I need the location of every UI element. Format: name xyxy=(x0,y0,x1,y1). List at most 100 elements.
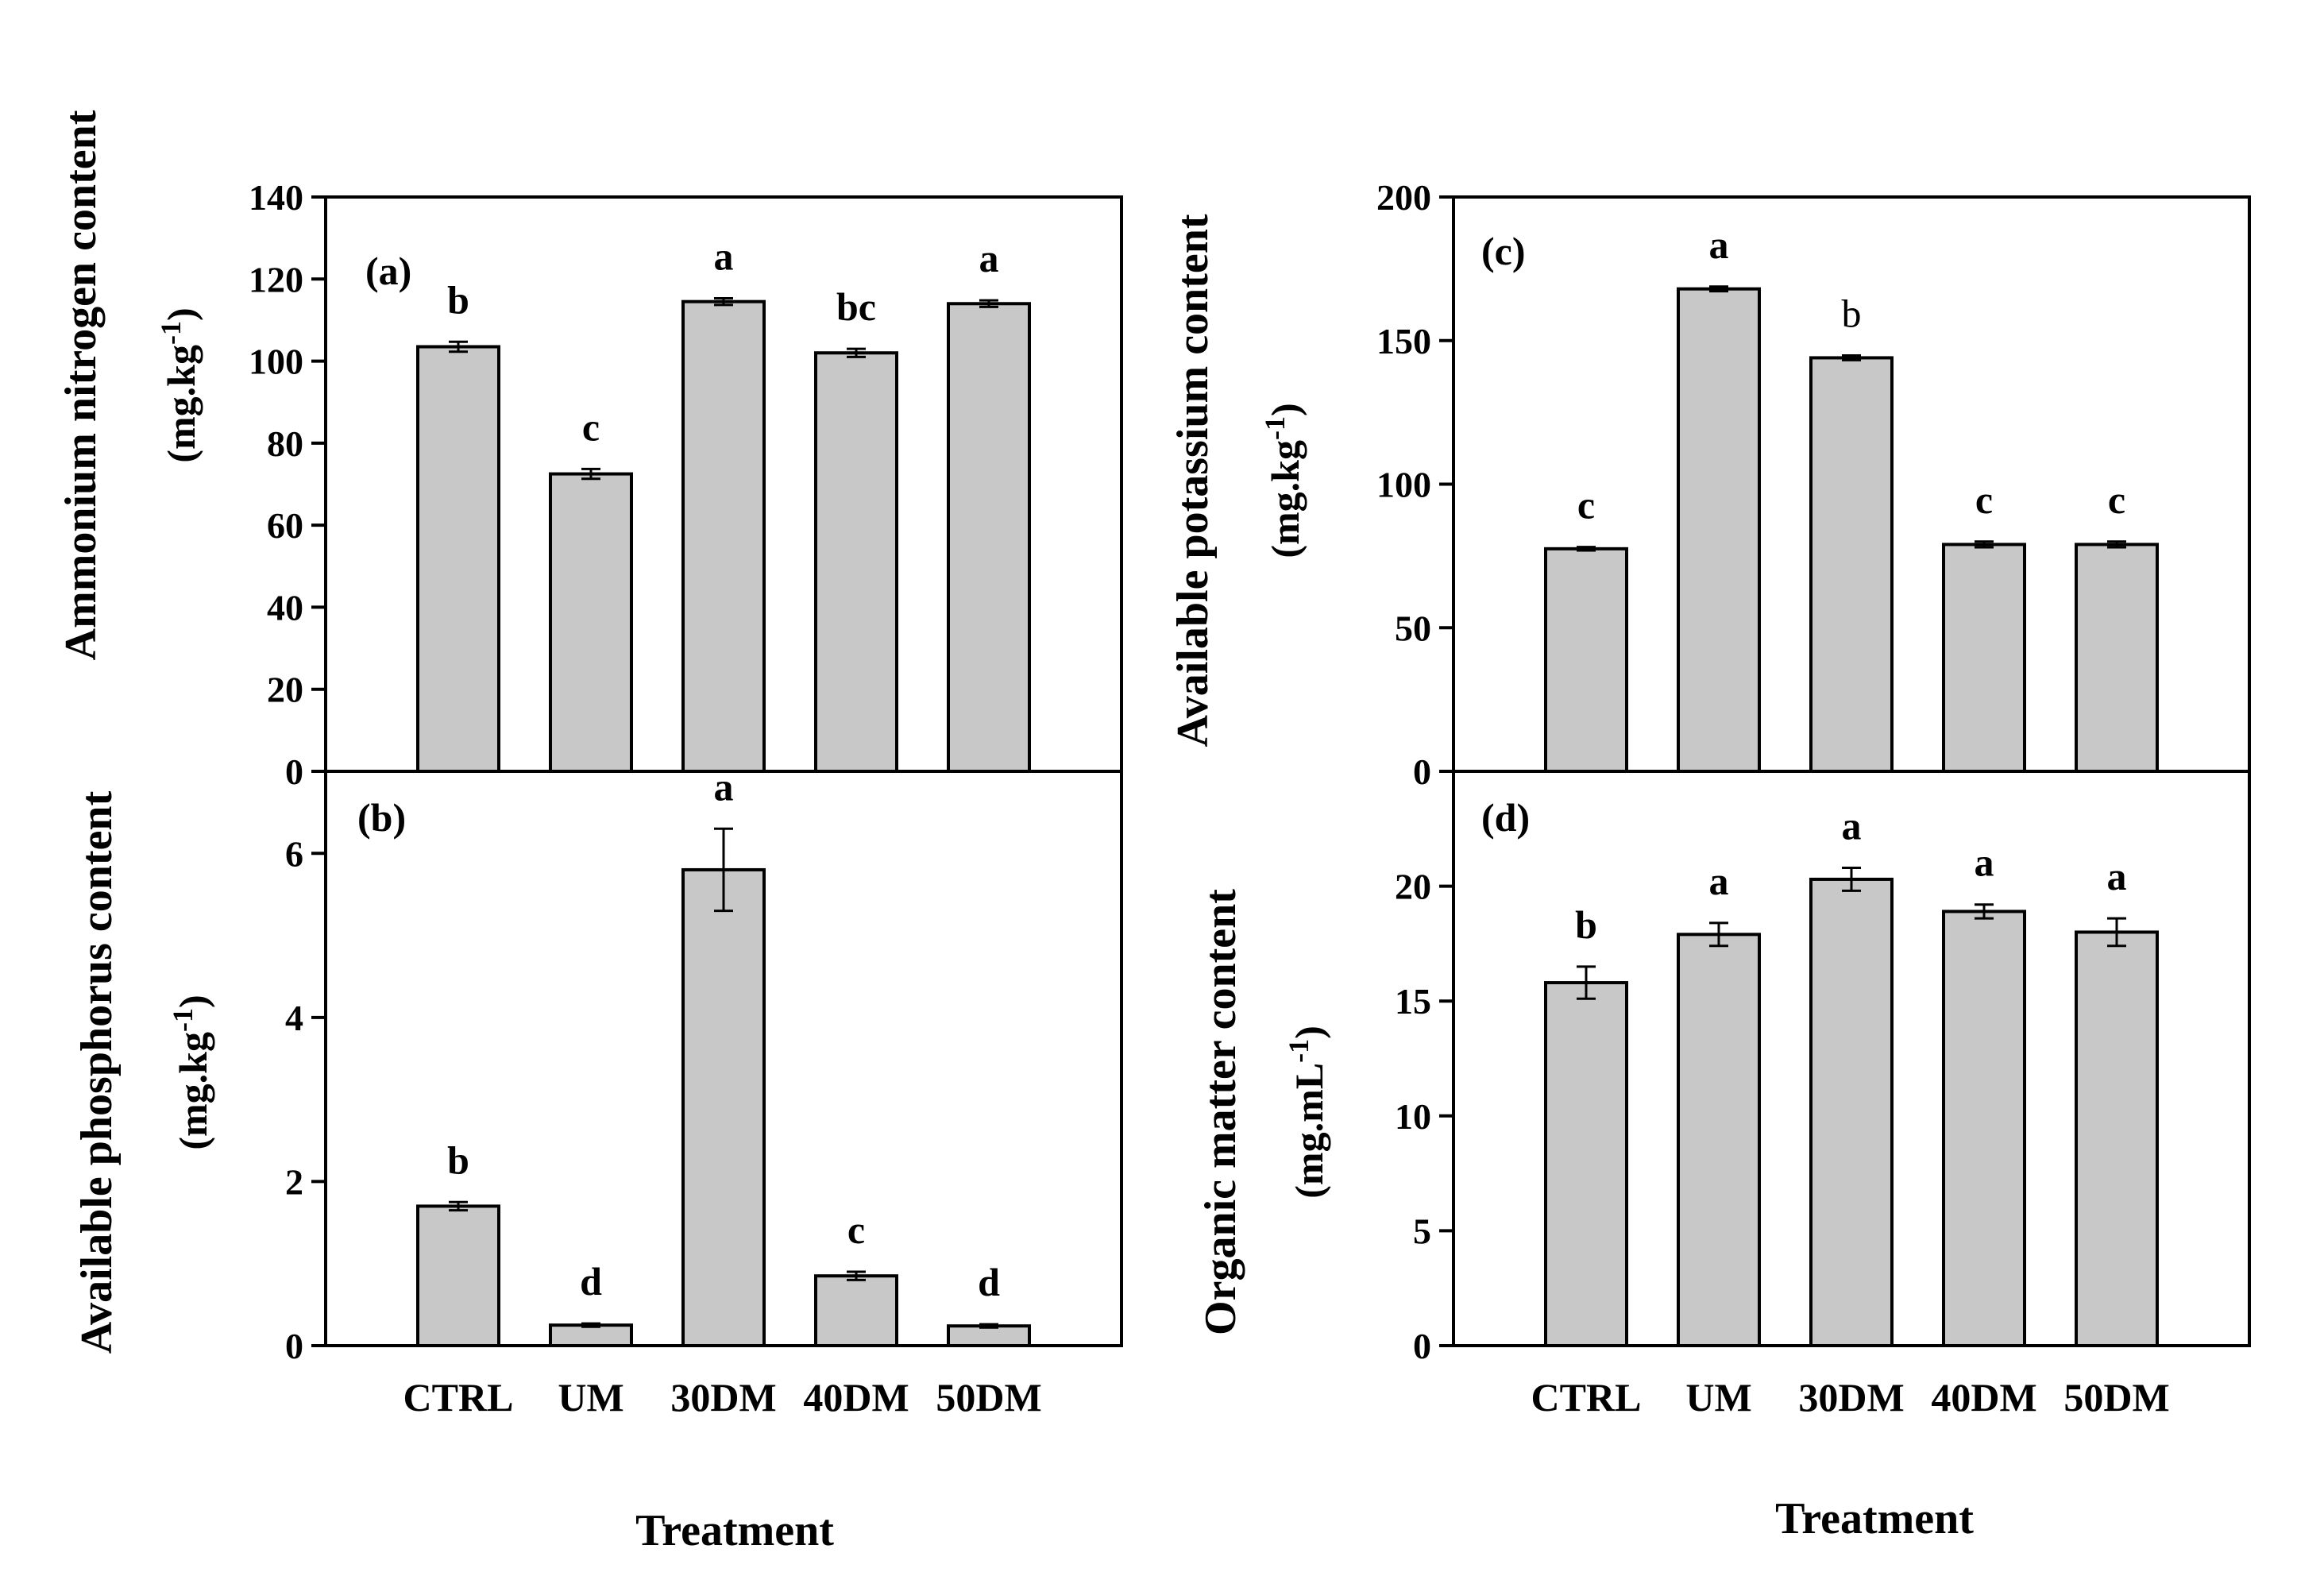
y-tick-label-b-0: 0 xyxy=(285,1326,303,1366)
panel-label-b: (b) xyxy=(357,795,406,840)
error-bar-c-CTRL xyxy=(1577,546,1596,552)
error-bar-b-CTRL xyxy=(449,1200,468,1212)
panel-label-a: (a) xyxy=(365,249,411,293)
y-tick-label-d-0: 0 xyxy=(1413,1326,1431,1366)
x-tick-label-b-CTRL: CTRL xyxy=(403,1375,514,1420)
error-bar-b-50DM xyxy=(979,1323,998,1329)
y-axis-label-c: Available potassium content xyxy=(1168,214,1218,747)
chart-panel-c: 0 50 100 150 200 c a b c c (c) Available potassium … xyxy=(1168,177,2251,792)
significance-letter-c-UM: a xyxy=(1709,222,1729,267)
error-bar-b-30DM xyxy=(714,827,733,913)
significance-letter-b-40DM: c xyxy=(847,1207,865,1252)
panel-label-c: (c) xyxy=(1481,229,1526,273)
chart-panel-d: 0 5 10 15 20 b CTRL a UM a 30DM a 40DM a 50DM (d) Organi… xyxy=(1196,770,2251,1420)
error-bar-c-30DM xyxy=(1842,354,1861,361)
x-tick-label-d-UM: UM xyxy=(1685,1375,1751,1420)
bar-b-CTRL xyxy=(416,1204,500,1348)
significance-letter-a-50DM: a xyxy=(979,236,999,280)
x-tick-label-b-30DM: 30DM xyxy=(670,1375,776,1420)
y-tick-label-a-2: 40 xyxy=(267,587,303,628)
error-bar-d-UM xyxy=(1709,921,1728,948)
error-bar-c-50DM xyxy=(2107,540,2126,549)
significance-letter-a-CTRL: b xyxy=(447,277,469,322)
x-tick-label-d-50DM: 50DM xyxy=(2063,1375,2169,1420)
y-tick-label-a-7: 140 xyxy=(249,177,303,218)
bar-a-50DM xyxy=(947,302,1031,773)
significance-letter-a-30DM: a xyxy=(714,234,734,279)
error-bar-a-40DM xyxy=(847,347,866,358)
x-tick-label-b-40DM: 40DM xyxy=(803,1375,909,1420)
y-tick-label-d-2: 10 xyxy=(1395,1096,1431,1137)
y-tick-label-b-3: 6 xyxy=(285,833,303,874)
y-tick-label-d-4: 20 xyxy=(1395,867,1431,907)
y-tick-label-c-4: 200 xyxy=(1376,177,1431,218)
error-bar-d-40DM xyxy=(1975,903,1994,920)
bar-b-30DM xyxy=(681,867,766,1347)
error-bar-d-30DM xyxy=(1842,866,1861,892)
x-axis-label-left: Treatment xyxy=(635,1506,834,1555)
significance-letter-c-40DM: c xyxy=(1975,477,1993,522)
y-axis-label-a: Ammonium nitrogen content xyxy=(56,110,106,660)
bar-b-40DM xyxy=(814,1274,898,1348)
bar-c-UM xyxy=(1677,287,1761,773)
panel-label-d: (d) xyxy=(1481,795,1530,840)
bar-d-40DM xyxy=(1942,910,2026,1347)
error-bar-c-40DM xyxy=(1975,540,1994,549)
y-axis-label-d: Organic matter content xyxy=(1196,889,1245,1335)
y-axis-unit-c: (mg.kg-1) xyxy=(1259,403,1307,558)
x-tick-label-b-UM: UM xyxy=(558,1375,623,1420)
error-bar-a-50DM xyxy=(979,299,998,308)
y-tick-label-a-6: 120 xyxy=(249,259,303,299)
y-tick-label-b-2: 4 xyxy=(285,998,303,1038)
x-tick-label-d-CTRL: CTRL xyxy=(1531,1375,1642,1420)
error-bar-c-UM xyxy=(1709,285,1728,293)
error-bar-b-40DM xyxy=(847,1270,866,1281)
bar-c-CTRL xyxy=(1544,547,1628,774)
y-tick-label-a-3: 60 xyxy=(267,505,303,546)
significance-letter-d-50DM: a xyxy=(2107,854,2127,898)
error-bar-b-UM xyxy=(581,1322,600,1328)
significance-letter-d-CTRL: b xyxy=(1575,902,1597,947)
error-bar-a-30DM xyxy=(714,297,733,307)
significance-letter-c-30DM: b xyxy=(1842,292,1862,336)
error-bar-d-50DM xyxy=(2107,917,2126,948)
significance-letter-d-UM: a xyxy=(1709,859,1729,903)
bar-d-30DM xyxy=(1809,877,1894,1347)
significance-letter-c-50DM: c xyxy=(2108,477,2125,522)
y-tick-label-a-5: 100 xyxy=(249,342,303,382)
y-tick-label-a-1: 20 xyxy=(267,670,303,710)
y-axis-label-b: Available phosphorus content xyxy=(72,790,122,1354)
significance-letter-a-UM: c xyxy=(582,404,600,449)
x-axis-label-right: Treatment xyxy=(1775,1494,1974,1543)
bar-a-CTRL xyxy=(416,345,500,774)
bar-b-UM xyxy=(549,1323,633,1348)
significance-letter-b-50DM: d xyxy=(978,1260,1000,1304)
significance-letter-b-CTRL: b xyxy=(447,1138,469,1182)
y-tick-label-b-1: 2 xyxy=(285,1161,303,1202)
chart-panel-b: 0 2 4 6 b CTRL d UM a 30DM c 40DM d 50DM (b) Available … xyxy=(72,764,1123,1420)
bar-d-50DM xyxy=(2075,930,2159,1347)
bar-c-50DM xyxy=(2075,543,2159,773)
bar-a-30DM xyxy=(681,299,766,774)
significance-letter-a-40DM: bc xyxy=(836,284,876,329)
bar-d-CTRL xyxy=(1544,981,1628,1347)
y-tick-label-c-1: 50 xyxy=(1395,608,1431,648)
significance-letter-b-UM: d xyxy=(580,1259,602,1304)
bar-d-UM xyxy=(1677,933,1761,1348)
error-bar-a-CTRL xyxy=(449,340,468,353)
bar-a-40DM xyxy=(814,351,898,773)
significance-letter-d-40DM: a xyxy=(1975,840,1994,885)
y-tick-label-a-0: 0 xyxy=(285,751,303,792)
y-tick-label-c-0: 0 xyxy=(1413,751,1431,792)
bar-c-40DM xyxy=(1942,543,2026,773)
y-axis-unit-b: (mg.kg-1) xyxy=(167,995,215,1149)
y-tick-label-a-4: 80 xyxy=(267,423,303,464)
y-tick-label-d-1: 5 xyxy=(1413,1211,1431,1251)
x-tick-label-d-30DM: 30DM xyxy=(1798,1375,1904,1420)
error-bar-a-UM xyxy=(581,467,600,481)
bar-a-UM xyxy=(549,472,633,773)
